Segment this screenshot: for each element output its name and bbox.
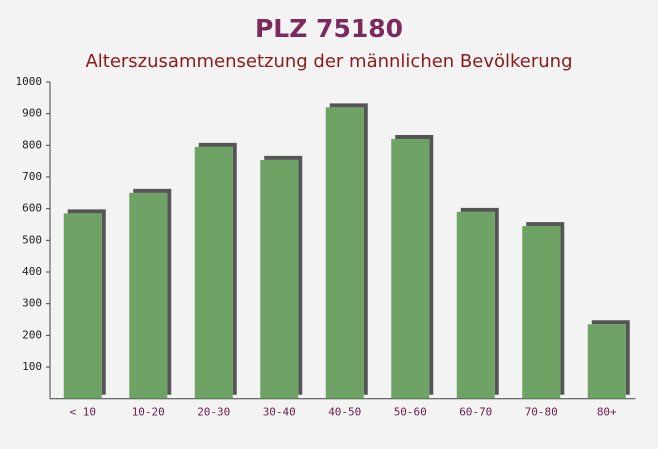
bar-shadow bbox=[395, 135, 434, 395]
bar-shadow bbox=[460, 207, 499, 395]
bar-shadow bbox=[198, 142, 237, 395]
bar-shadow bbox=[264, 155, 303, 395]
x-tick-label: 60-70 bbox=[459, 406, 492, 419]
bar-shadow bbox=[591, 320, 630, 395]
bar bbox=[194, 146, 233, 399]
y-tick-label: 700 bbox=[22, 170, 42, 183]
y-tick-label: 900 bbox=[22, 107, 42, 120]
x-tick-label: 50-60 bbox=[394, 406, 427, 419]
y-tick-label: 200 bbox=[22, 328, 42, 341]
bar bbox=[587, 324, 626, 399]
y-tick-label: 300 bbox=[22, 297, 42, 310]
x-tick-label: 40-50 bbox=[328, 406, 361, 419]
bar bbox=[325, 107, 364, 399]
bar-shadow bbox=[329, 103, 368, 395]
x-tick-label: 80+ bbox=[597, 406, 617, 419]
y-tick-label: 800 bbox=[22, 138, 42, 151]
y-tick-label: 500 bbox=[22, 233, 42, 246]
bar-shadow bbox=[133, 188, 172, 395]
x-tick-label: 20-30 bbox=[197, 406, 230, 419]
bar bbox=[63, 213, 102, 399]
y-tick-label: 600 bbox=[22, 202, 42, 215]
x-tick-label: 10-20 bbox=[132, 406, 165, 419]
x-tick-label: < 10 bbox=[70, 406, 97, 419]
y-tick-label: 100 bbox=[22, 360, 42, 373]
y-tick-label: 1000 bbox=[16, 75, 43, 88]
bar bbox=[456, 211, 495, 399]
bar bbox=[522, 226, 561, 399]
bar-shadow bbox=[67, 209, 106, 395]
bar bbox=[129, 192, 168, 399]
bar-shadow bbox=[526, 222, 565, 395]
bar bbox=[391, 139, 430, 399]
chart-subtitle: Alterszusammensetzung der männlichen Bev… bbox=[85, 51, 572, 72]
bar bbox=[260, 159, 299, 399]
x-tick-label: 30-40 bbox=[263, 406, 296, 419]
x-tick-label: 70-80 bbox=[525, 406, 558, 419]
chart-title: PLZ 75180 bbox=[255, 14, 403, 43]
y-tick-label: 400 bbox=[22, 265, 42, 278]
